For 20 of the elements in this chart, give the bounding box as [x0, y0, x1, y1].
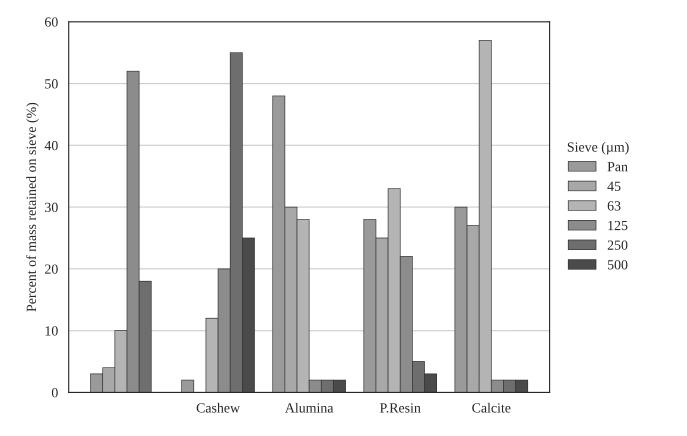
y-tick-label: 10 [46, 326, 58, 336]
y-tick-label: 30 [45, 202, 58, 212]
legend-label: 500 [608, 260, 628, 270]
y-tick-label: 60 [44, 17, 58, 27]
legend-title: Sieve (µm) [568, 142, 629, 155]
legend-label: 45 [607, 182, 620, 191]
x-tick-label: Calcite [472, 402, 510, 413]
y-tick-label: 20 [45, 264, 58, 274]
x-tick-label: P.Resin [380, 403, 421, 413]
x-tick-label: Alumina [284, 402, 334, 413]
y-tick-label: 0 [52, 388, 58, 398]
legend-label: 63 [608, 201, 620, 211]
bar [181, 380, 194, 392]
y-tick-label: 50 [45, 79, 58, 89]
legend-label: Pan [608, 162, 628, 172]
legend-label: 250 [608, 240, 628, 250]
y-axis-title: Percent of mass retained on sieve (%) [26, 102, 39, 312]
y-tick-label: 40 [44, 140, 58, 150]
x-tick-label: Cashew [196, 402, 240, 413]
legend-label: 125 [608, 220, 628, 230]
